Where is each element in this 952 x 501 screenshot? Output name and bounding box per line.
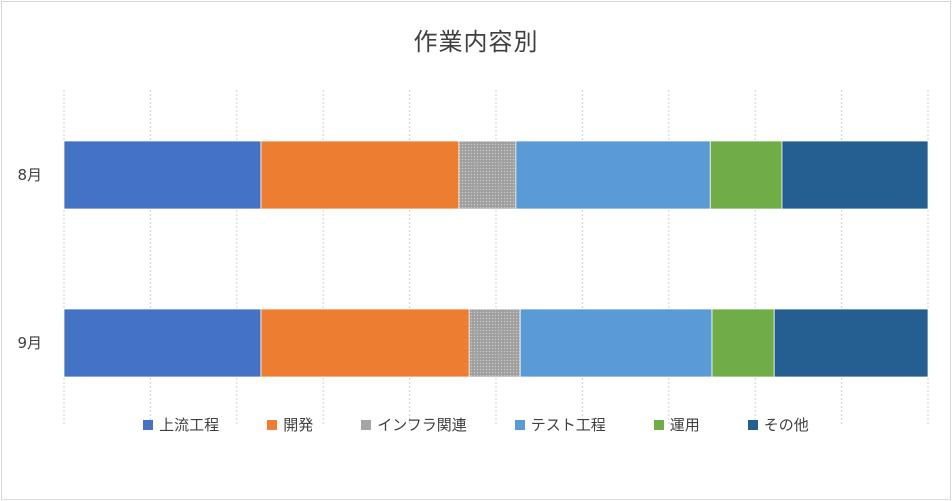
bar-segment-9月-テスト工程	[519, 308, 713, 378]
legend-item: 上流工程	[143, 414, 219, 435]
bars	[63, 140, 929, 378]
legend-item: インフラ関連	[361, 414, 467, 435]
bar-segment-9月-開発	[260, 308, 470, 378]
legend-label: 開発	[283, 416, 314, 434]
legend-label: インフラ関連	[377, 416, 467, 434]
legend-swatch	[514, 419, 525, 430]
chart-title: 作業内容別	[413, 28, 539, 56]
bar-segment-8月-インフラ関連	[458, 140, 517, 210]
legend-swatch	[747, 419, 758, 430]
bar-segment-8月-その他	[781, 140, 929, 210]
bar-segment-8月-運用	[709, 140, 783, 210]
bar-segment-8月-テスト工程	[515, 140, 711, 210]
category-label: 8月	[17, 166, 42, 184]
legend-label: 上流工程	[159, 416, 220, 434]
legend-swatch	[143, 419, 154, 430]
legend-label: 運用	[669, 416, 700, 434]
legend-label: テスト工程	[530, 416, 606, 434]
legend-item: 運用	[653, 414, 700, 435]
bar-segment-9月-その他	[773, 308, 929, 378]
legend-item: 開発	[267, 414, 313, 435]
category-labels: 8月 9月	[17, 166, 42, 352]
bar-segment-9月-上流工程	[63, 308, 262, 378]
legend-item: テスト工程	[514, 414, 606, 435]
legend-item: その他	[747, 414, 809, 435]
bar-segment-9月-運用	[711, 308, 775, 378]
legend: 上流工程 開発 インフラ関連 テスト工程 運用 その他	[0, 414, 952, 435]
legend-swatch	[267, 419, 278, 430]
bar-segment-8月-開発	[260, 140, 460, 210]
legend-swatch	[653, 419, 664, 430]
bar-segment-9月-インフラ関連	[468, 308, 521, 378]
legend-label: その他	[763, 416, 809, 434]
category-label: 9月	[17, 334, 42, 352]
legend-swatch	[361, 419, 372, 430]
bar-segment-8月-上流工程	[63, 140, 262, 210]
